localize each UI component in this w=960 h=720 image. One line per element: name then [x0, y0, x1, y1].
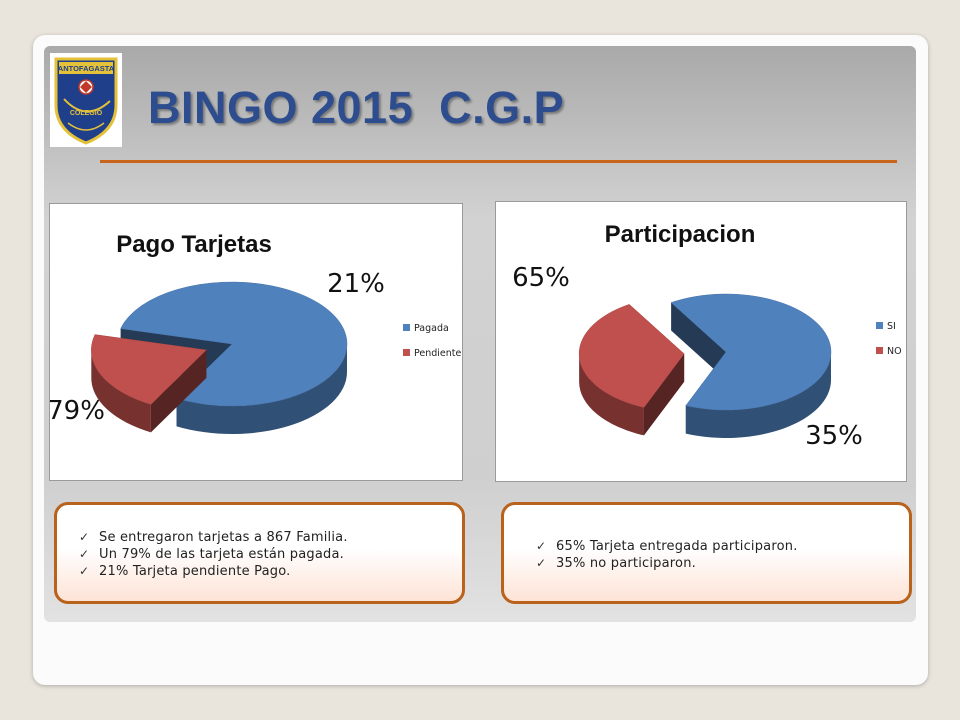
pago-title: Pago Tarjetas	[116, 231, 272, 258]
notes-list-right: ✓ 65% Tarjeta entregada participaron. ✓ 35…	[536, 538, 798, 572]
note-item: ✓ 65% Tarjeta entregada participaron.	[536, 538, 798, 555]
chart-pago-tarjetas-svg: Pago Tarjetas 79% Pagada 21% Pendiente	[50, 231, 462, 434]
checkmark-icon: ✓	[79, 564, 90, 578]
part-legend-swatch	[876, 322, 883, 329]
pago-slice-pagada	[120, 281, 348, 434]
note-text: 21% Tarjeta pendiente Pago.	[99, 564, 291, 579]
chart-participacion: Participacion 65% SI 35% NO	[495, 201, 907, 482]
school-crest-icon: ANTOFAGASTA COLEGIO	[50, 53, 122, 147]
pago-legend-swatch	[403, 349, 410, 356]
part-slice-no	[578, 304, 685, 436]
pago-data-label-pagada: 79%	[50, 396, 105, 426]
note-text: Un 79% de las tarjeta están pagada.	[99, 547, 344, 562]
part-legend-label: NO	[887, 346, 902, 357]
checkmark-icon: ✓	[79, 530, 90, 544]
note-item: ✓ 21% Tarjeta pendiente Pago.	[79, 563, 348, 580]
note-text: 65% Tarjeta entregada participaron.	[556, 539, 798, 554]
pago-data-label-pendiente: 21%	[327, 269, 385, 299]
notes-box-left: ✓ Se entregaron tarjetas a 867 Familia. ✓…	[54, 502, 465, 604]
part-legend-swatch	[876, 347, 883, 354]
note-item: ✓ 35% no participaron.	[536, 555, 798, 572]
part-legend-label: SI	[887, 321, 896, 332]
logo-text: ANTOFAGASTA	[58, 64, 115, 73]
part-title: Participacion	[605, 221, 756, 248]
pago-legend-label: Pendiente	[414, 348, 462, 359]
checkmark-icon: ✓	[536, 539, 547, 553]
pago-legend-swatch	[403, 324, 410, 331]
chart-pago-tarjetas: Pago Tarjetas 79% Pagada 21% Pendiente	[49, 203, 463, 481]
pago-slice-pendiente	[91, 334, 207, 433]
checkmark-icon: ✓	[79, 547, 90, 561]
logo-ribbon-text: COLEGIO	[70, 110, 103, 117]
page-title: BINGO 2015 C.G.P	[148, 82, 565, 133]
notes-box-right: ✓ 65% Tarjeta entregada participaron. ✓ 35…	[501, 502, 912, 604]
title-divider	[100, 160, 897, 163]
note-text: Se entregaron tarjetas a 867 Familia.	[99, 530, 348, 545]
part-data-label-si: 65%	[512, 263, 570, 293]
part-slice-si	[670, 293, 832, 438]
pago-legend-label: Pagada	[414, 323, 449, 334]
notes-list-left: ✓ Se entregaron tarjetas a 867 Familia. ✓…	[79, 529, 348, 580]
checkmark-icon: ✓	[536, 556, 547, 570]
note-item: ✓ Se entregaron tarjetas a 867 Familia.	[79, 529, 348, 546]
note-text: 35% no participaron.	[556, 556, 696, 571]
note-item: ✓ Un 79% de las tarjeta están pagada.	[79, 546, 348, 563]
part-data-label-no: 35%	[805, 421, 863, 451]
chart-participacion-svg: Participacion 65% SI 35% NO	[512, 221, 902, 451]
